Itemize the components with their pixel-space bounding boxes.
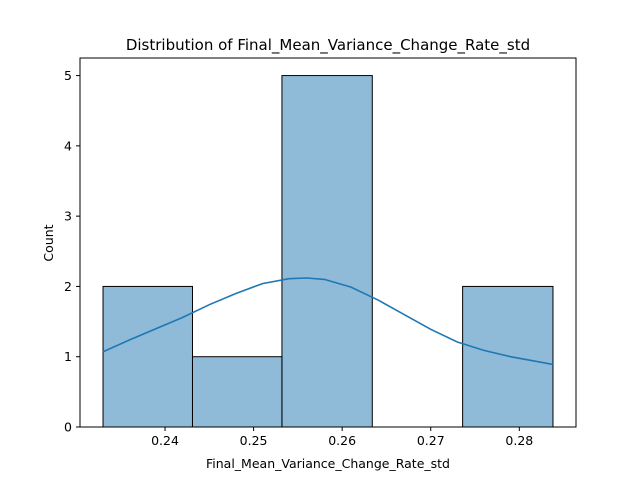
x-tick-label: 0.25 [240,433,268,448]
y-axis-label: Count [41,224,56,261]
x-axis-label: Final_Mean_Variance_Change_Rate_std [206,456,450,471]
x-axis-ticks: 0.24 0.25 0.26 0.27 0.28 [151,427,533,448]
kde-curve [102,277,554,366]
y-tick-label: 2 [64,279,72,294]
y-tick-label: 1 [64,349,72,364]
chart-title: Distribution of Final_Mean_Variance_Chan… [126,36,530,55]
x-tick-label: 0.24 [151,433,179,448]
y-axis-ticks: 0 1 2 3 4 5 [64,68,80,435]
x-tick-label: 0.26 [328,433,356,448]
histogram-bar-2 [281,75,373,428]
y-tick-label: 3 [64,209,72,224]
histogram-bar-1 [191,356,283,428]
y-tick-label: 0 [64,420,72,435]
x-tick-label: 0.28 [505,433,533,448]
x-tick-label: 0.27 [417,433,445,448]
y-tick-label: 5 [64,68,72,83]
histogram-bars [102,75,554,428]
histogram-bar-0 [102,285,193,428]
y-tick-label: 4 [64,138,72,153]
plot-frame [79,57,577,428]
